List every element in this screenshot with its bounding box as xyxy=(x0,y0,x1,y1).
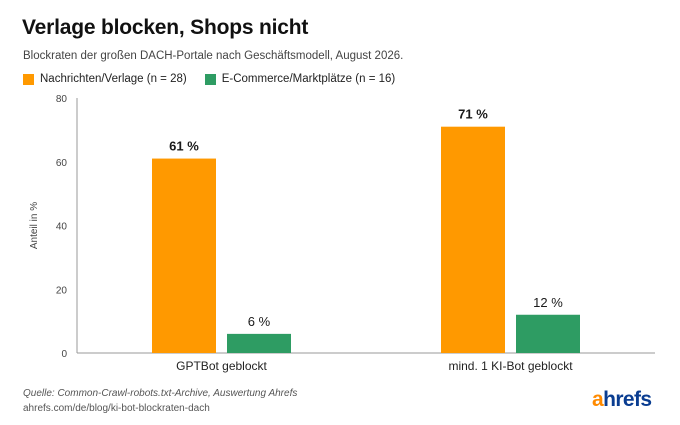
legend-label-series-1: Nachrichten/Verlage (n = 28) xyxy=(40,73,187,85)
bar-2-2 xyxy=(516,314,580,353)
data-label-1-1: 61 % xyxy=(169,139,199,154)
y-axis-label: Anteil in % xyxy=(29,202,40,249)
x-tick-label-1: GPTBot geblockt xyxy=(176,359,267,373)
y-tick-label-2: 40 xyxy=(56,222,68,233)
data-label-2-2: 12 % xyxy=(533,295,563,310)
source-url: ahrefs.com/de/blog/ki-bot-blockraten-dac… xyxy=(23,403,210,414)
bar-1-1 xyxy=(152,158,216,353)
data-label-1-2: 71 % xyxy=(458,107,488,122)
y-tick-label-3: 60 xyxy=(56,158,68,169)
legend: Nachrichten/Verlage (n = 28) E-Commerce/… xyxy=(23,73,413,85)
legend-swatch-series-2 xyxy=(204,73,216,85)
legend-swatch-series-1 xyxy=(23,73,34,85)
bar-chart: 0 20 40 60 80 Anteil in % 61 % 6 % GPTBot gebloc… xyxy=(29,94,655,373)
source-note: Quelle: Common-Crawl-robots.txt-Archive,… xyxy=(23,388,298,399)
y-tick-label-1: 20 xyxy=(56,285,68,296)
data-label-2-1: 6 % xyxy=(248,314,271,329)
x-tick-label-2: mind. 1 KI-Bot geblockt xyxy=(448,359,573,373)
legend-item-series-2: E-Commerce/Marktplätze (n = 16) xyxy=(204,73,396,85)
chart-subtitle: Blockraten der großen DACH-Portale nach … xyxy=(23,50,404,62)
y-tick-label-0: 0 xyxy=(61,349,67,360)
legend-label-series-2: E-Commerce/Marktplätze (n = 16) xyxy=(221,73,396,85)
bar-2-1 xyxy=(227,333,291,353)
chart-title: Verlage blocken, Shops nicht xyxy=(22,16,309,39)
y-tick-label-4: 80 xyxy=(56,94,68,105)
legend-item-series-1: Nachrichten/Verlage (n = 28) xyxy=(23,73,187,85)
bar-1-2 xyxy=(441,126,505,353)
ahrefs-logo: ahrefs xyxy=(592,388,652,411)
